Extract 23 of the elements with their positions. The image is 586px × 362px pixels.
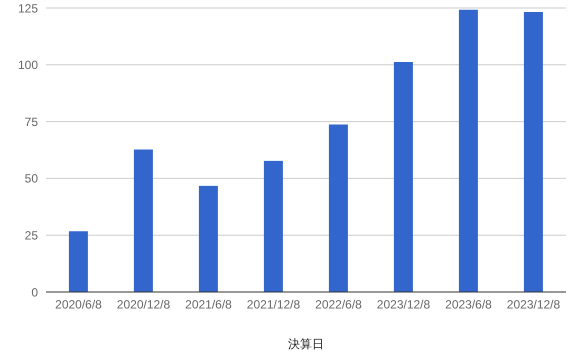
- x-tick-label: 2021/12/8: [246, 298, 301, 312]
- x-axis-title: 決算日: [288, 337, 324, 351]
- bar: [328, 124, 348, 292]
- x-tick-label: 2023/12/8: [376, 298, 431, 312]
- bar: [68, 231, 88, 292]
- x-tick-label: 2020/6/8: [55, 298, 102, 312]
- bar: [458, 10, 478, 292]
- x-tick-label: 2022/6/8: [315, 298, 362, 312]
- x-tick-label: 2021/6/8: [185, 298, 232, 312]
- bar: [524, 12, 543, 292]
- y-tick-label: 75: [24, 114, 38, 129]
- bar: [134, 150, 153, 292]
- bar: [198, 186, 218, 292]
- bar: [394, 62, 413, 292]
- y-tick-label: 25: [24, 228, 38, 242]
- y-tick-label: 100: [18, 58, 38, 72]
- y-tick-label: 125: [18, 1, 38, 16]
- y-tick-label: 0: [31, 285, 38, 300]
- x-tick-label: 2020/12/8: [116, 298, 171, 312]
- y-tick-label: 50: [24, 172, 38, 186]
- x-tick-label: 2023/12/8: [506, 298, 561, 312]
- x-tick-label: 2023/6/8: [445, 298, 492, 312]
- bar: [264, 160, 283, 292]
